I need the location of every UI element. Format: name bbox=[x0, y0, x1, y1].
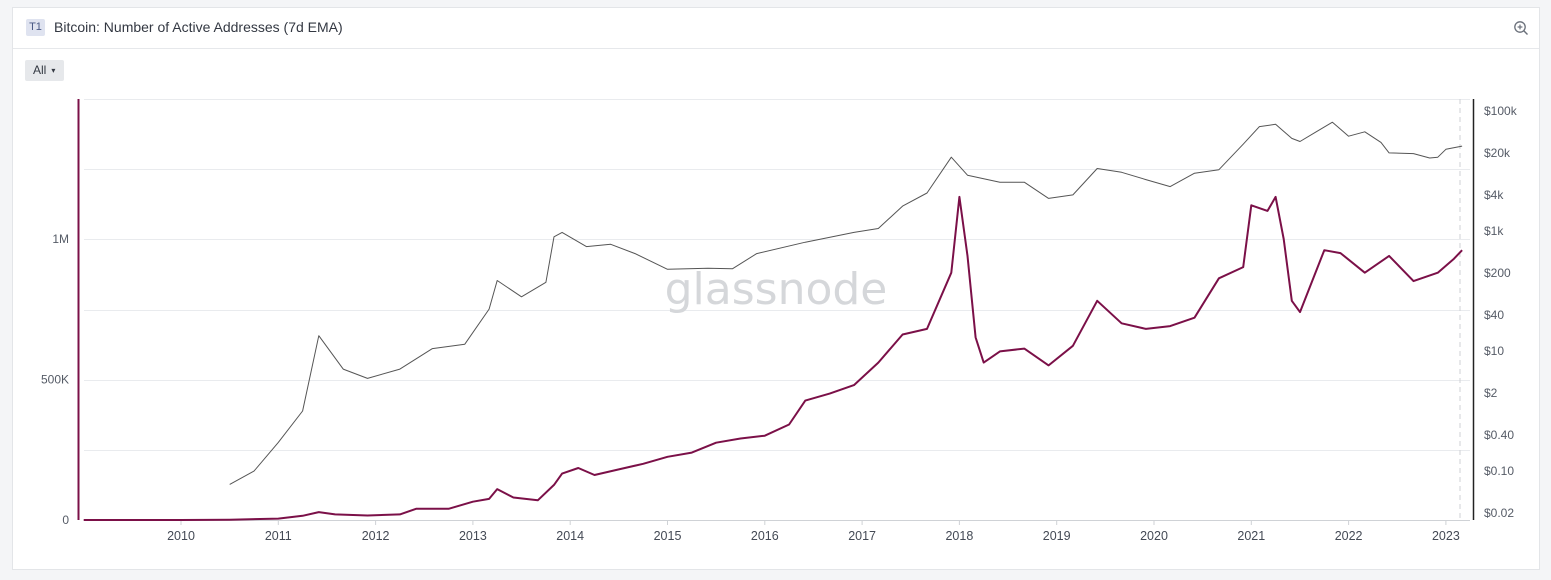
x-tick-label: 2018 bbox=[945, 529, 973, 543]
range-selector-label: All bbox=[33, 63, 47, 77]
x-tick-label: 2013 bbox=[459, 529, 487, 543]
x-tick-label: 2020 bbox=[1140, 529, 1168, 543]
left-y-tick-label: 500K bbox=[41, 373, 69, 387]
zoom-in-icon[interactable] bbox=[1513, 20, 1529, 36]
x-tick-label: 2016 bbox=[751, 529, 779, 543]
left-y-tick-label: 1M bbox=[52, 232, 69, 246]
card-header: T1 Bitcoin: Number of Active Addresses (… bbox=[13, 8, 1539, 49]
right-y-tick-label: $4k bbox=[1484, 188, 1504, 202]
right-y-tick-label: $0.10 bbox=[1484, 464, 1514, 478]
x-tick-label: 2023 bbox=[1432, 529, 1460, 543]
chart-card: T1 Bitcoin: Number of Active Addresses (… bbox=[12, 7, 1540, 570]
active-addresses-line bbox=[83, 195, 1463, 521]
left-y-tick-label: 0 bbox=[62, 513, 69, 527]
chevron-down-icon: ▾ bbox=[51, 66, 56, 75]
metric-tier-badge: T1 bbox=[26, 19, 45, 36]
right-y-tick-label: $1k bbox=[1484, 224, 1504, 238]
right-y-tick-label: $20k bbox=[1484, 146, 1511, 160]
x-tick-label: 2022 bbox=[1335, 529, 1363, 543]
left-y-axis-ticks: 0 500K 1M bbox=[41, 232, 69, 527]
right-y-tick-label: $0.40 bbox=[1484, 428, 1514, 442]
x-tick-label: 2011 bbox=[265, 529, 292, 543]
right-y-tick-label: $40 bbox=[1484, 308, 1504, 322]
grid-lines bbox=[84, 99, 1470, 451]
series-lines bbox=[83, 121, 1463, 521]
right-y-tick-label: $2 bbox=[1484, 386, 1498, 400]
chart-title: Bitcoin: Number of Active Addresses (7d … bbox=[54, 19, 343, 35]
right-y-axis-ticks: $0.02 $0.10 $0.40 $2 $10 $40 $200 $1k $4k $20k $10… bbox=[1484, 104, 1518, 520]
right-y-tick-label: $200 bbox=[1484, 266, 1511, 280]
x-tick-label: 2017 bbox=[848, 529, 876, 543]
x-tick-label: 2019 bbox=[1043, 529, 1071, 543]
x-tick-label: 2010 bbox=[167, 529, 195, 543]
x-tick-label: 2014 bbox=[556, 529, 584, 543]
price-line bbox=[229, 121, 1463, 485]
right-y-tick-label: $100k bbox=[1484, 104, 1518, 118]
x-axis-ticks: 2010 2011 2012 2013 2014 2015 2016 2017 2018 2019… bbox=[167, 520, 1460, 543]
x-tick-label: 2021 bbox=[1237, 529, 1265, 543]
right-y-tick-label: $0.02 bbox=[1484, 506, 1514, 520]
x-tick-label: 2012 bbox=[362, 529, 390, 543]
right-y-tick-label: $10 bbox=[1484, 344, 1504, 358]
range-selector-button[interactable]: All ▾ bbox=[25, 60, 65, 81]
watermark: glassnode bbox=[665, 264, 888, 315]
x-tick-label: 2015 bbox=[654, 529, 682, 543]
